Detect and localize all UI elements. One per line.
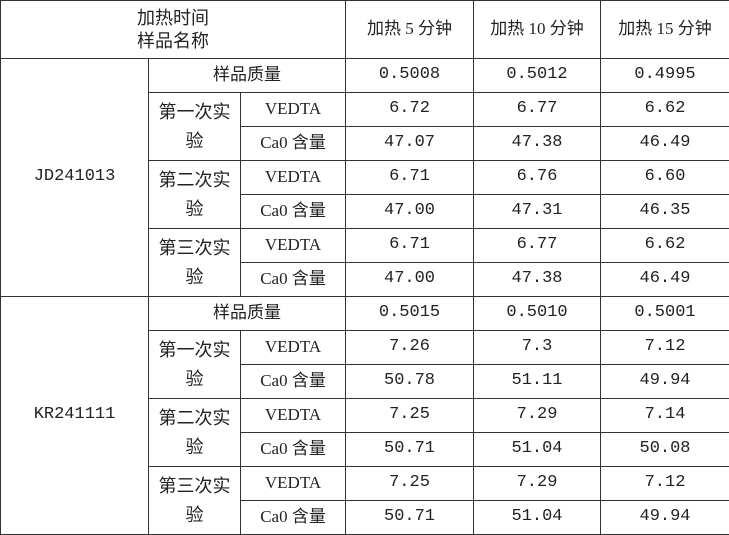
experiment-label: 第二次实验 xyxy=(149,399,241,467)
cell-value: 51.04 xyxy=(474,501,601,535)
row-label: VEDTA xyxy=(241,399,346,433)
cell-value: 7.3 xyxy=(474,331,601,365)
cell-value: 47.07 xyxy=(346,127,474,161)
experiment-label: 第三次实验 xyxy=(149,229,241,297)
row-label: Ca0 含量 xyxy=(241,127,346,161)
row-label: Ca0 含量 xyxy=(241,195,346,229)
row-label: Ca0 含量 xyxy=(241,365,346,399)
column-header: 加热 5 分钟 xyxy=(346,1,474,59)
cell-value: 47.31 xyxy=(474,195,601,229)
cell-value: 50.71 xyxy=(346,433,474,467)
cell-value: 50.08 xyxy=(601,433,729,467)
mass-value: 0.5010 xyxy=(474,297,601,331)
mass-label: 样品质量 xyxy=(149,59,346,93)
cell-value: 51.04 xyxy=(474,433,601,467)
cell-value: 7.25 xyxy=(346,399,474,433)
cell-value: 6.62 xyxy=(601,229,729,263)
cell-value: 6.72 xyxy=(346,93,474,127)
cell-value: 7.12 xyxy=(601,331,729,365)
mass-value: 0.5001 xyxy=(601,297,729,331)
sample-name: KR241111 xyxy=(1,297,149,535)
mass-value: 0.5015 xyxy=(346,297,474,331)
column-header: 加热 10 分钟 xyxy=(474,1,601,59)
cell-value: 7.25 xyxy=(346,467,474,501)
cell-value: 50.71 xyxy=(346,501,474,535)
mass-value: 0.5008 xyxy=(346,59,474,93)
mass-label: 样品质量 xyxy=(149,297,346,331)
cell-value: 6.77 xyxy=(474,93,601,127)
row-label: VEDTA xyxy=(241,161,346,195)
cell-value: 51.11 xyxy=(474,365,601,399)
experiment-label: 第三次实验 xyxy=(149,467,241,535)
cell-value: 46.49 xyxy=(601,263,729,297)
cell-value: 6.60 xyxy=(601,161,729,195)
row-label: VEDTA xyxy=(241,331,346,365)
table-row: 加热时间样品名称加热 5 分钟加热 10 分钟加热 15 分钟 xyxy=(1,1,729,59)
sample-name: JD241013 xyxy=(1,59,149,297)
cell-value: 47.00 xyxy=(346,263,474,297)
experiment-label: 第二次实验 xyxy=(149,161,241,229)
experiment-label: 第一次实验 xyxy=(149,331,241,399)
cell-value: 49.94 xyxy=(601,365,729,399)
cell-value: 46.35 xyxy=(601,195,729,229)
corner-line: 加热时间 xyxy=(1,7,345,30)
column-header: 加热 15 分钟 xyxy=(601,1,729,59)
cell-value: 7.26 xyxy=(346,331,474,365)
cell-value: 47.38 xyxy=(474,127,601,161)
cell-value: 6.76 xyxy=(474,161,601,195)
cell-value: 47.00 xyxy=(346,195,474,229)
mass-value: 0.4995 xyxy=(601,59,729,93)
cell-value: 6.71 xyxy=(346,229,474,263)
row-label: VEDTA xyxy=(241,229,346,263)
row-label: VEDTA xyxy=(241,93,346,127)
cell-value: 7.12 xyxy=(601,467,729,501)
cell-value: 46.49 xyxy=(601,127,729,161)
mass-value: 0.5012 xyxy=(474,59,601,93)
cell-value: 7.29 xyxy=(474,467,601,501)
cell-value: 6.71 xyxy=(346,161,474,195)
experiment-label: 第一次实验 xyxy=(149,93,241,161)
cell-value: 7.14 xyxy=(601,399,729,433)
cell-value: 49.94 xyxy=(601,501,729,535)
cell-value: 50.78 xyxy=(346,365,474,399)
cell-value: 7.29 xyxy=(474,399,601,433)
corner-cell: 加热时间样品名称 xyxy=(1,1,346,59)
row-label: Ca0 含量 xyxy=(241,501,346,535)
row-label: VEDTA xyxy=(241,467,346,501)
row-label: Ca0 含量 xyxy=(241,263,346,297)
cell-value: 6.77 xyxy=(474,229,601,263)
cell-value: 6.62 xyxy=(601,93,729,127)
corner-line: 样品名称 xyxy=(1,30,345,53)
cell-value: 47.38 xyxy=(474,263,601,297)
row-label: Ca0 含量 xyxy=(241,433,346,467)
